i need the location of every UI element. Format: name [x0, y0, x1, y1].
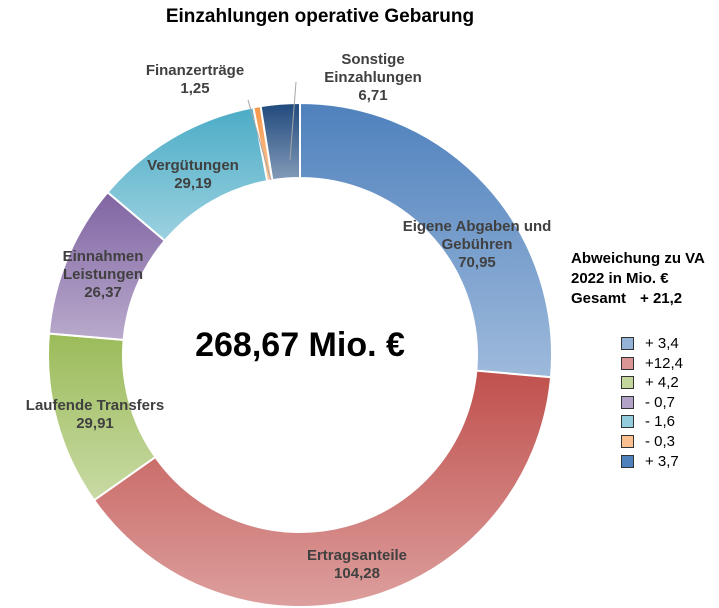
leader-line [247, 99, 272, 181]
legend-label: +12,4 [645, 354, 683, 372]
value-label: 104,28 [334, 565, 380, 582]
legend-label: - 1,6 [645, 413, 676, 431]
legend-label: + 3,7 [645, 452, 679, 470]
slice-label: Ertragsanteile 104,28 [277, 547, 437, 583]
value-label: 26,37 [84, 284, 122, 301]
slice-label: Vergütungen 29,19 [123, 157, 263, 193]
legend-label: + 3,4 [645, 335, 679, 352]
value-label: 70,95 [458, 254, 496, 271]
category-label: Sonstige Einzahlungen [324, 51, 422, 86]
legend-swatch [621, 454, 634, 468]
center-label: 268,67 Mio. € [195, 326, 405, 364]
slice-label: Eigene Abgaben und Gebühren 70,95 [397, 218, 557, 272]
legend-title-block: Abweichung zu VA 2022 in Mio. € Gesamt + … [571, 249, 719, 309]
legend-total: Gesamt + 21,2 [571, 289, 719, 309]
legend-label: - 0,3 [645, 433, 676, 450]
category-label: Eigene Abgaben und Gebühren [402, 218, 552, 253]
legend-swatch [621, 395, 634, 409]
donut-slice [92, 369, 553, 608]
leader-line [289, 81, 297, 161]
slice-label: Einnahmen Leistungen 26,37 [48, 248, 158, 302]
legend-swatch [621, 376, 634, 390]
donut-slice [299, 101, 553, 379]
legend-total-label: Gesamt [571, 290, 627, 307]
value-label: 6,71 [358, 87, 388, 104]
category-label: Laufende Transfers [25, 397, 165, 414]
slice-label: Sonstige Einzahlungen 6,71 [318, 51, 428, 105]
category-label: Finanzerträge [145, 62, 245, 79]
value-label: 29,91 [76, 415, 114, 432]
legend-total-value: + 21,2 [640, 290, 683, 307]
chart-title: Einzahlungen operative Gebarung [165, 6, 475, 27]
donut-slice [259, 101, 301, 182]
legend-swatch [621, 415, 634, 429]
value-label: 1,25 [180, 80, 210, 97]
category-label: Einnahmen Leistungen [62, 248, 144, 283]
legend-title: Abweichung zu VA 2022 in Mio. € [571, 250, 705, 287]
category-label: Vergütungen [147, 157, 239, 174]
legend-label: - 0,7 [645, 393, 676, 411]
slice-label: Laufende Transfers 29,91 [0, 397, 190, 433]
category-label: Ertragsanteile [306, 547, 408, 564]
legend-swatch [621, 435, 634, 448]
legend-swatch [621, 337, 634, 350]
value-label: 29,19 [174, 175, 212, 192]
slice-label: Finanzerträge 1,25 [125, 62, 265, 98]
legend-swatch [621, 356, 634, 370]
legend-label: + 4,2 [645, 374, 679, 392]
